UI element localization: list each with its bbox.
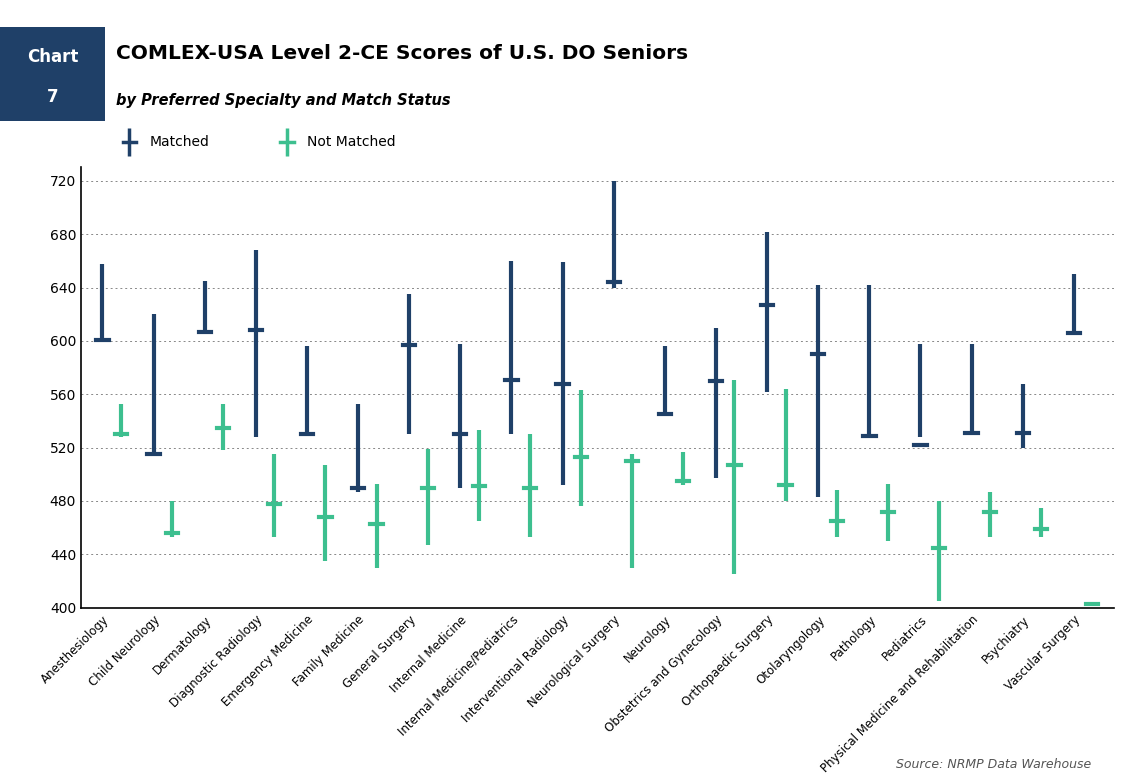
Text: by Preferred Specialty and Match Status: by Preferred Specialty and Match Status: [116, 93, 450, 108]
Text: 7: 7: [46, 88, 58, 107]
Text: COMLEX-USA Level 2-CE Scores of U.S. DO Seniors: COMLEX-USA Level 2-CE Scores of U.S. DO …: [116, 44, 688, 63]
Text: Matched: Matched: [150, 136, 209, 149]
Text: Source: NRMP Data Warehouse: Source: NRMP Data Warehouse: [896, 758, 1091, 771]
Text: Not Matched: Not Matched: [307, 136, 396, 149]
Bar: [0, 27, 105, 121]
Text: Chart: Chart: [27, 48, 78, 66]
